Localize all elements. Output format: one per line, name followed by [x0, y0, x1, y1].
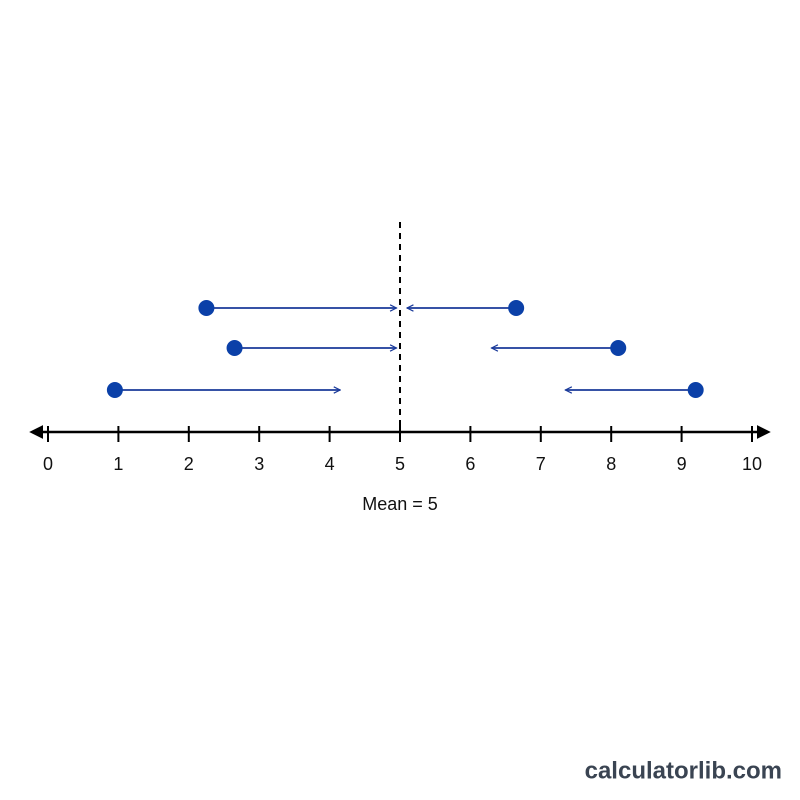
watermark: calculatorlib.com [585, 757, 782, 784]
x-tick-label: 6 [465, 454, 475, 474]
x-tick-label: 10 [742, 454, 762, 474]
data-point [226, 340, 243, 356]
x-tick-label: 4 [325, 454, 335, 474]
data-point [106, 382, 123, 398]
x-tick-label: 3 [254, 454, 264, 474]
data-point [198, 300, 215, 316]
x-tick-label: 2 [184, 454, 194, 474]
x-tick-label: 5 [395, 454, 405, 474]
x-tick-label: 0 [43, 454, 53, 474]
x-tick-label: 8 [606, 454, 616, 474]
data-point [687, 382, 704, 398]
data-point [508, 300, 525, 316]
data-point [610, 340, 627, 356]
x-tick-label: 9 [677, 454, 687, 474]
x-tick-label: 1 [113, 454, 123, 474]
x-tick-label: 7 [536, 454, 546, 474]
mean-label: Mean = 5 [362, 494, 438, 514]
